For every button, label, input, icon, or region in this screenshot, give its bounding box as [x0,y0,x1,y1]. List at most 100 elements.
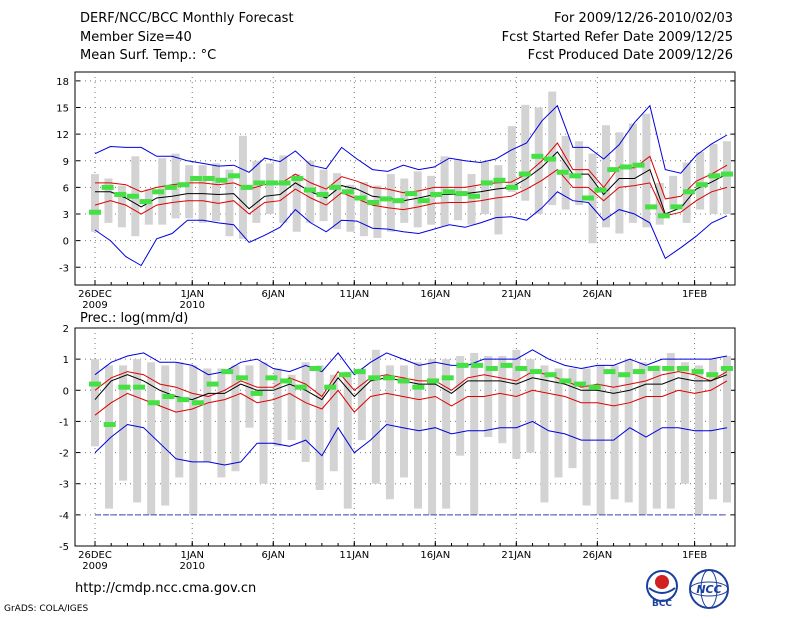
median-line [95,151,728,215]
y-tick-label: 9 [63,157,69,168]
ensemble-box [212,163,221,222]
observed-marker [265,180,278,186]
ensemble-box [467,174,476,225]
observed-marker [382,375,395,381]
ensemble-box [245,365,254,428]
observed-marker [721,365,733,371]
x-tick-label: 16JAN [420,289,450,300]
x-tick-label: 1JAN [180,289,203,300]
ensemble-box [427,175,436,225]
observed-marker [379,196,392,202]
ensemble-box [694,365,703,515]
observed-marker [618,372,631,378]
ensemble-box [540,365,549,503]
observed-marker [280,378,293,384]
bcc-logo-text: BCC [652,599,672,608]
observed-marker [456,362,469,368]
ensemble-box [484,356,493,437]
observed-marker [588,384,601,390]
ensemble-box [624,359,633,503]
x-tick-label: 26DEC [78,289,112,300]
ensemble-box [104,178,113,223]
ensemble-box [554,368,563,478]
ensemble-box [279,155,288,223]
ensemble-box [105,365,114,509]
ensemble-box [343,371,352,509]
ensemble-box [696,151,705,210]
ensemble-box [638,362,647,515]
ensemble-box [161,365,170,506]
observed-marker [338,372,351,378]
ensemble-box [615,132,624,234]
ensemble-box [575,141,584,206]
x-tick-year: 2009 [82,300,107,311]
x-tick-label: 21JAN [501,550,531,561]
x-tick-year: 2009 [82,561,107,572]
observed-marker [228,173,241,179]
x-tick-year: 2010 [180,300,205,311]
x-tick-label: 21JAN [501,289,531,300]
observed-marker [162,394,175,400]
y-tick-label: 6 [63,183,69,194]
observed-marker [721,171,733,177]
y-tick-label: 12 [56,130,69,141]
observed-marker [619,164,632,170]
observed-marker [101,184,114,190]
ensemble-box [385,365,394,500]
observed-marker [368,375,381,381]
ensemble-box [189,365,198,515]
observed-marker [118,384,131,390]
ncc-logo: NCC [689,569,729,609]
ensemble-box [708,359,717,500]
observed-marker [191,400,204,406]
min-line [94,420,728,466]
ensemble-box [386,174,395,232]
observed-marker [329,184,342,190]
y-tick-label: -1 [59,417,69,428]
ensemble-box [680,362,689,484]
x-tick-label: 6JAN [262,289,285,300]
ensemble-box [456,356,465,456]
observed-marker [645,204,658,210]
observed-marker [253,180,266,186]
ensemble-box [399,365,408,478]
observed-marker [89,381,101,387]
y-tick-label: 1 [63,355,69,366]
y-tick-label: -2 [59,449,69,460]
y-tick-label: 2 [63,324,69,335]
observed-marker [442,189,455,195]
ensemble-box [507,126,516,192]
x-tick-label: 1JAN [180,550,203,561]
ensemble-box [287,374,296,441]
ensemble-box [709,143,718,214]
ensemble-box [265,163,274,214]
observed-marker [632,162,645,168]
observed-marker [441,375,454,381]
observed-marker [574,381,587,387]
x-tick-label: 11JAN [339,550,369,561]
ensemble-box [428,359,437,515]
observed-marker [397,378,410,384]
forecast-range: For 2009/12/26-2010/02/03 [554,11,733,26]
ensemble-box [185,165,194,219]
lower-line [94,380,728,416]
ensemble-box [669,175,678,210]
ensemble-box [91,174,99,232]
observed-marker [581,195,594,201]
observed-marker [353,369,366,375]
observed-marker [412,384,425,390]
observed-marker [89,209,101,215]
observed-marker [265,375,278,381]
ensemble-box [252,160,261,223]
observed-marker [471,362,484,368]
ensemble-box [652,365,661,509]
member-size: Member Size=40 [80,30,192,45]
x-tick-label: 26JAN [582,289,612,300]
ncc-logo-text: NCC [696,583,721,596]
observed-marker [164,184,177,190]
ensemble-box [231,365,240,472]
ensemble-box [292,174,301,232]
source-url[interactable]: http://cmdp.ncc.cma.gov.cn [75,581,257,596]
observed-marker [695,182,708,188]
